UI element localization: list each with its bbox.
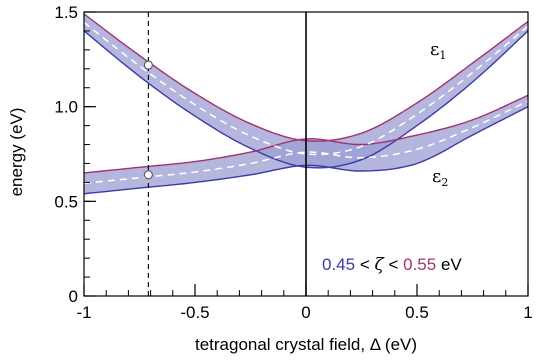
x-tick-label: -0.5 bbox=[180, 303, 209, 322]
epsilon-2-label: ε2 bbox=[432, 166, 448, 189]
epsilon-1-label: ε1 bbox=[430, 39, 446, 62]
data-markers bbox=[143, 60, 153, 180]
zeta-annotation: 0.45 < ζ < 0.55 eV bbox=[322, 255, 462, 275]
y-axis-label: energy (eV) bbox=[7, 108, 26, 197]
marker-point-2 bbox=[143, 170, 153, 180]
epsilon-1-symbol: ε bbox=[430, 39, 439, 60]
zeta-low-value: 0.45 bbox=[322, 255, 355, 274]
x-tick-label: 1 bbox=[523, 303, 532, 322]
band-center-line-2 bbox=[83, 100, 529, 185]
less-than-2: < bbox=[388, 255, 398, 274]
x-tick-label: 0 bbox=[301, 303, 310, 322]
y-tick-label: 1.0 bbox=[54, 98, 78, 117]
y-tick-label: 0.5 bbox=[54, 192, 78, 211]
epsilon-1-subscript: 1 bbox=[439, 49, 446, 62]
y-axis-ticks: 0 0.5 1.0 1.5 bbox=[54, 3, 96, 306]
x-axis-label: tetragonal crystal field, Δ (eV) bbox=[195, 335, 417, 354]
epsilon-2-subscript: 2 bbox=[441, 176, 448, 189]
marker-point-1 bbox=[143, 60, 153, 70]
epsilon-2-symbol: ε bbox=[432, 166, 441, 187]
x-tick-label: -1 bbox=[76, 303, 91, 322]
zeta-symbol: ζ bbox=[375, 255, 386, 275]
x-tick-label: 0.5 bbox=[405, 303, 429, 322]
zeta-high-value: 0.55 bbox=[403, 255, 436, 274]
y-tick-label: 0 bbox=[69, 287, 78, 306]
band-center-lines bbox=[83, 21, 529, 185]
reference-lines bbox=[147, 12, 307, 296]
less-than-1: < bbox=[360, 255, 370, 274]
zeta-unit: eV bbox=[441, 255, 462, 274]
y-tick-label: 1.5 bbox=[54, 3, 78, 22]
x-axis-ticks: -1 -0.5 0 0.5 1 bbox=[76, 284, 533, 322]
